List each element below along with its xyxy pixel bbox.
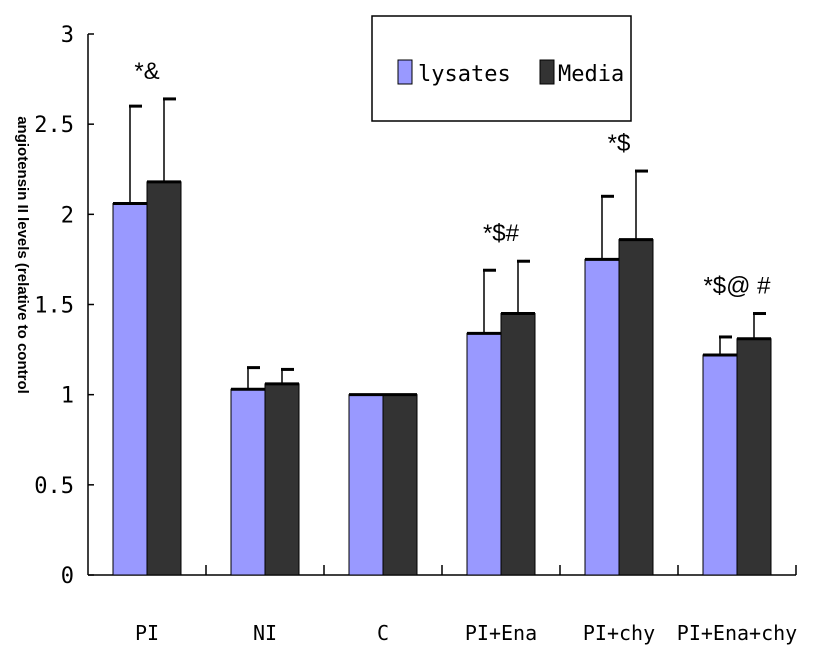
legend-swatch-media	[539, 59, 555, 85]
y-tick-label: 1	[61, 384, 74, 409]
y-tick-label: 0	[61, 564, 74, 589]
significance-annotation: *$	[608, 130, 631, 157]
bar-media	[618, 239, 654, 576]
significance-annotation: *$#	[483, 220, 520, 247]
x-tick-label: PI+chy	[583, 621, 655, 645]
y-tick-label: 2	[61, 203, 74, 228]
bar-media	[264, 383, 300, 576]
legend-box	[371, 15, 632, 122]
labels: PI *& NI C PI+Ena *$# PI+chy *$ PI+Ena+chy *$@ #	[134, 58, 797, 645]
bar-lysates	[348, 394, 384, 576]
bar-media	[382, 394, 418, 576]
significance-annotation: *&	[134, 58, 159, 85]
bar-lysates	[584, 258, 620, 576]
y-tick-label: 3	[61, 23, 74, 48]
legend: lysates Media	[371, 15, 632, 122]
legend-swatch-lysates	[397, 59, 413, 85]
x-tick-label: PI+Ena+chy	[677, 621, 797, 645]
legend-label-media: Media	[558, 62, 624, 87]
axes: 0 0.5 1 1.5 2 2.5 3	[34, 23, 797, 589]
bar-media	[146, 181, 182, 576]
bar-lysates	[466, 332, 502, 576]
bar-media	[500, 313, 536, 576]
significance-annotation: *$@ #	[703, 273, 771, 300]
y-axis-label: angiotensin II levels (relative to contr…	[14, 116, 31, 394]
legend-label-lysates: lysates	[418, 62, 511, 87]
x-tick-label: NI	[253, 621, 277, 645]
x-tick-label: C	[377, 621, 389, 645]
y-tick-label: 0.5	[34, 474, 74, 499]
bar-media	[736, 338, 772, 576]
y-tick-label: 1.5	[34, 294, 74, 319]
bar-lysates	[702, 354, 738, 576]
y-tick-label: 2.5	[34, 113, 74, 138]
x-tick-label: PI	[135, 621, 159, 645]
bars	[112, 97, 772, 576]
bar-lysates	[112, 203, 148, 576]
bar-lysates	[230, 388, 266, 576]
x-tick-label: PI+Ena	[465, 621, 537, 645]
